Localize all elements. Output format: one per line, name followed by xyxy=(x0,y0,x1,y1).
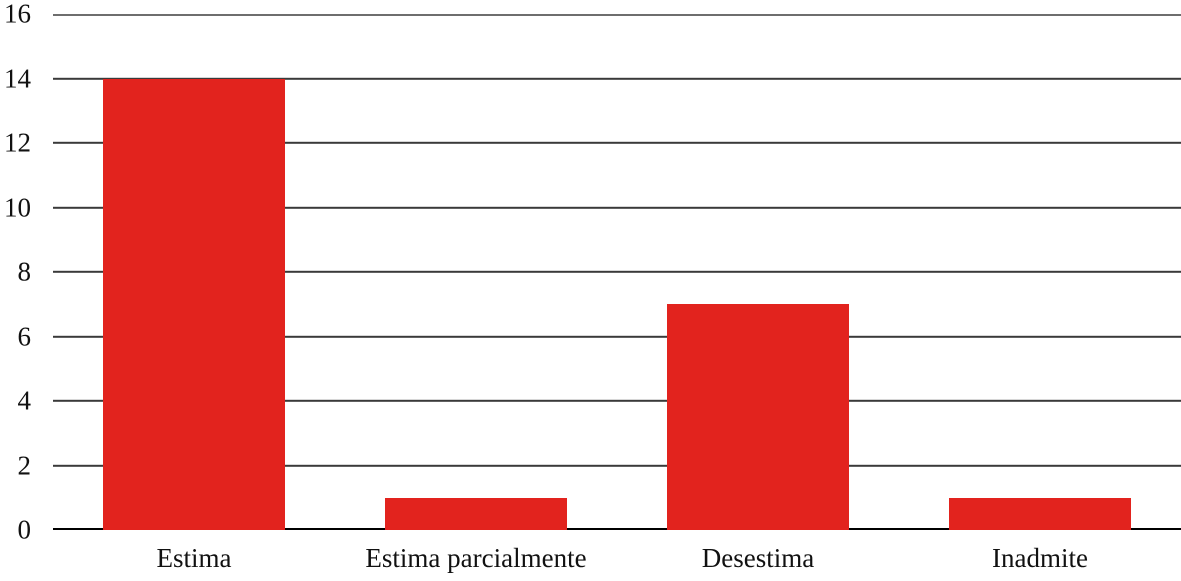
x-tick-label-desestima: Desestima xyxy=(701,543,815,573)
bar-estima-parcialmente xyxy=(385,497,567,530)
y-tick-label-6: 6 xyxy=(17,321,32,351)
y-tick-label-0: 0 xyxy=(17,514,32,545)
gridline-y-4 xyxy=(53,400,1181,402)
y-tick-label-12: 12 xyxy=(4,127,31,158)
gridline-y-8 xyxy=(53,271,1181,273)
gridline-y-16 xyxy=(53,14,1181,17)
x-tick-label-inadmite: Inadmite xyxy=(992,543,1088,573)
bar-estima xyxy=(103,78,285,530)
bar-desestima xyxy=(667,304,849,530)
y-tick-label-16: 16 xyxy=(4,0,31,29)
y-tick-label-4: 4 xyxy=(17,385,32,416)
x-tick-label-estima: Estima xyxy=(156,543,232,573)
y-axis: 0 2 4 6 8 10 12 14 16 xyxy=(0,0,32,543)
bar-inadmite xyxy=(949,497,1131,530)
gridline-y-6 xyxy=(53,335,1181,338)
gridline-y-12 xyxy=(53,142,1181,144)
gridline-y-2 xyxy=(53,464,1181,467)
y-tick-label-10: 10 xyxy=(4,192,31,222)
y-tick-label-8: 8 xyxy=(17,256,32,287)
gridline-y-14 xyxy=(53,77,1181,80)
x-axis: Estima Estima parcialmente Desestima Inadmi… xyxy=(53,540,1181,581)
gridline-y-10 xyxy=(53,206,1181,209)
y-tick-label-2: 2 xyxy=(17,450,32,480)
plot-area xyxy=(53,14,1181,530)
y-tick-label-14: 14 xyxy=(4,63,31,93)
gridline-y-0 xyxy=(53,528,1181,530)
x-tick-label-estima-parcialmente: Estima parcialmente xyxy=(365,543,587,573)
